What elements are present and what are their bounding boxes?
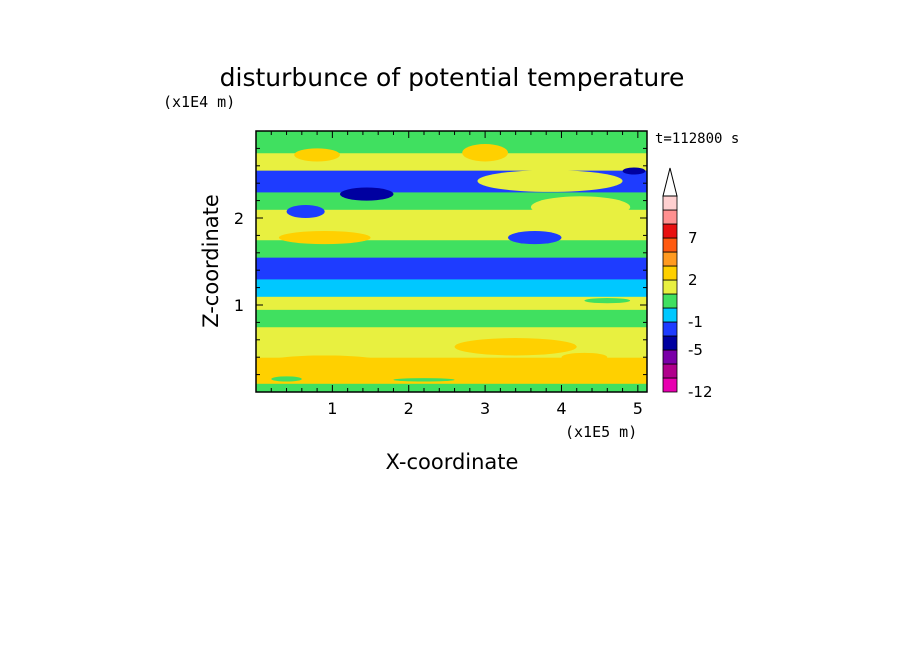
y-tick-label: 1 xyxy=(234,296,244,315)
contour-patch xyxy=(622,167,646,175)
contour-band xyxy=(256,296,647,310)
time-label: t=112800 s xyxy=(655,131,739,147)
contour-band xyxy=(256,131,647,154)
colorbar-extend-arrow xyxy=(662,167,678,197)
colorbar-swatch xyxy=(662,223,678,239)
contour-band xyxy=(256,257,647,280)
colorbar-tick-label: -1 xyxy=(688,313,703,331)
contour-band xyxy=(256,152,647,171)
contour-patch xyxy=(584,298,631,304)
x-tick-label: 5 xyxy=(633,399,643,418)
colorbar-swatch xyxy=(662,321,678,337)
contour-patch xyxy=(561,352,608,362)
y-axis-label: Z-coordinate xyxy=(199,194,223,328)
contour-patch xyxy=(271,355,379,366)
colorbar-swatch xyxy=(662,251,678,267)
x-tick-label: 4 xyxy=(556,399,566,418)
colorbar-swatch xyxy=(662,279,678,295)
contour-band xyxy=(256,278,647,297)
colorbar-tick-label: 7 xyxy=(688,229,698,247)
colorbar-swatch xyxy=(662,195,678,211)
contour-patch xyxy=(271,376,302,382)
x-tick-label: 1 xyxy=(327,399,337,418)
colorbar-swatch xyxy=(662,335,678,351)
contour-patch xyxy=(393,378,455,382)
contour-band xyxy=(256,383,647,392)
contour-patch xyxy=(454,338,577,356)
axes: 1 2 3 4 5 1 2 xyxy=(234,131,647,418)
contour-band xyxy=(256,309,647,328)
plot-frame xyxy=(255,130,648,393)
colorbar-swatch xyxy=(662,265,678,281)
contour-patch xyxy=(508,231,562,245)
contour-band xyxy=(256,239,647,258)
colorbar-swatch xyxy=(662,377,678,393)
contour-patch xyxy=(530,196,631,218)
chart-title: disturbunce of potential temperature xyxy=(220,63,685,92)
y-unit-label: (x1E4 m) xyxy=(163,93,235,111)
contour-patch xyxy=(278,231,371,245)
x-tick-label: 3 xyxy=(480,399,490,418)
colorbar-tick-label: -12 xyxy=(688,383,713,401)
x-unit-label: (x1E5 m) xyxy=(565,423,637,441)
contour-field xyxy=(256,131,647,392)
x-axis-label: X-coordinate xyxy=(386,450,519,474)
colorbar-swatch xyxy=(662,237,678,253)
y-tick-label: 2 xyxy=(234,209,244,228)
colorbar-tick-label: -5 xyxy=(688,341,703,359)
colorbar: -12-5-127 xyxy=(662,167,713,401)
colorbar-tick-label: 2 xyxy=(688,271,698,289)
colorbar-swatch xyxy=(662,307,678,323)
x-tick-label: 2 xyxy=(404,399,414,418)
colorbar-swatch xyxy=(662,293,678,309)
colorbar-swatch xyxy=(662,349,678,365)
contour-patch xyxy=(286,204,325,219)
contour-patch xyxy=(462,144,509,162)
colorbar-swatch xyxy=(662,363,678,379)
contour-patch xyxy=(477,170,623,192)
contour-band xyxy=(256,326,647,358)
contour-patch xyxy=(340,187,394,201)
contour-patch xyxy=(294,148,341,162)
colorbar-swatch xyxy=(662,209,678,225)
